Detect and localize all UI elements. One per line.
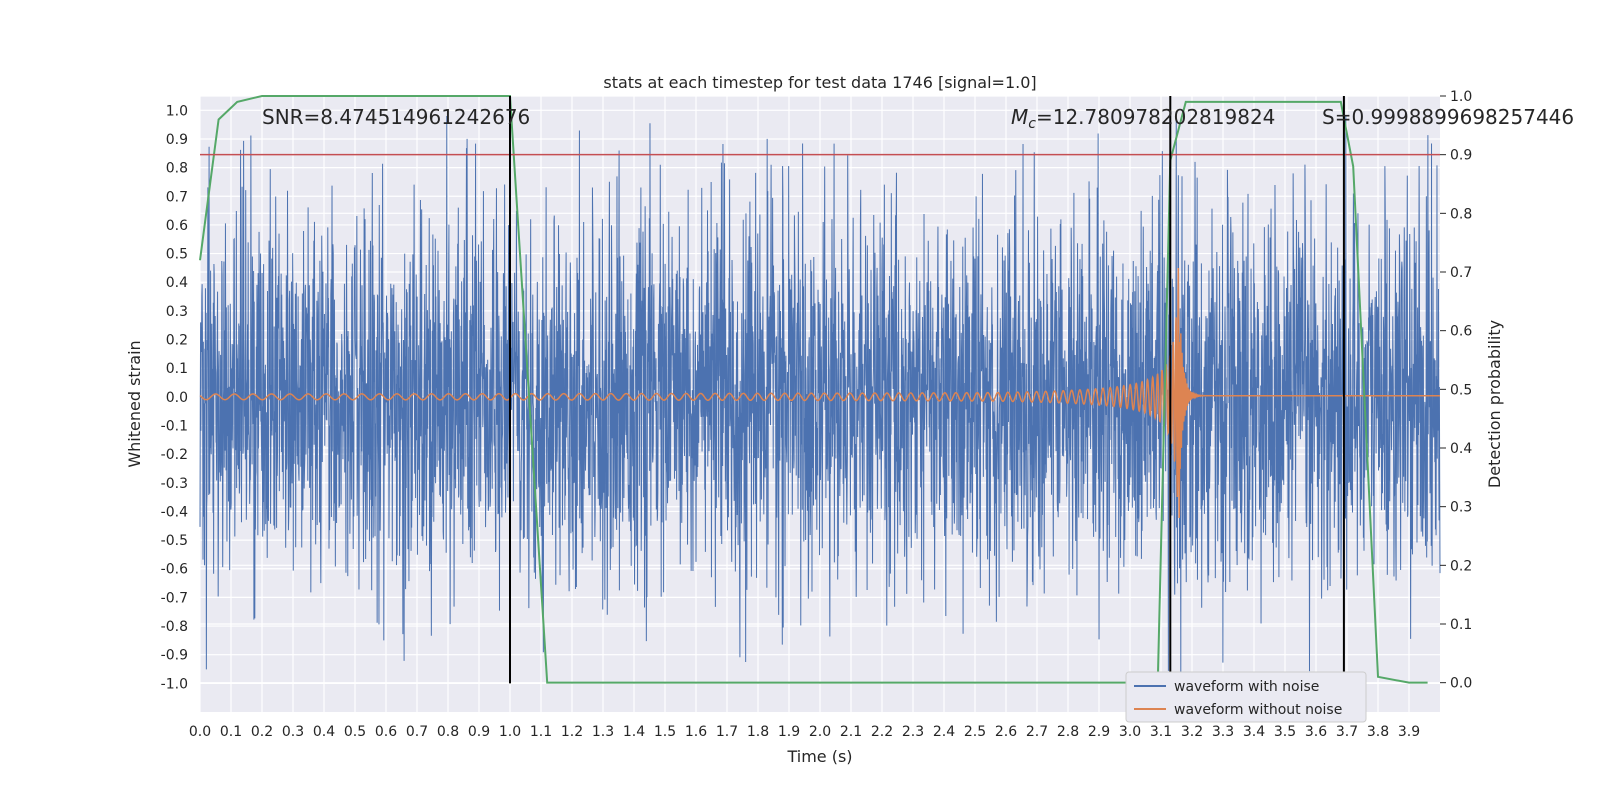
x-tick-label: 1.7 <box>716 724 738 740</box>
y-left-tick-label: 0.0 <box>166 390 188 406</box>
mc-annotation: Mc=12.780978202819824 <box>1011 105 1275 132</box>
y-left-tick-label: 1.0 <box>166 103 188 119</box>
x-tick-label: 3.9 <box>1398 724 1420 740</box>
x-tick-label: 2.4 <box>933 724 955 740</box>
y-left-tick-label: -0.7 <box>161 590 188 606</box>
y-left-tick-label: -1.0 <box>161 676 188 692</box>
x-tick-label: 1.2 <box>561 724 583 740</box>
x-tick-label: 0.3 <box>282 724 304 740</box>
x-tick-label: 2.7 <box>1026 724 1048 740</box>
x-tick-label: 0.2 <box>251 724 273 740</box>
series-waveform-with-noise <box>199 116 1441 678</box>
mc-subscript: c <box>1028 116 1036 132</box>
y-right-axis-ticks: 1.0 0.9 0.8 0.7 0.6 0.5 0.4 0.3 0.2 0.1 0.0 <box>1440 89 1472 692</box>
x-axis-ticks: 0.0 0.1 0.2 0.3 0.4 0.5 0.6 0.7 0.8 0.9 1.0 1.1 1.2 1… <box>189 724 1420 740</box>
x-tick-label: 1.6 <box>685 724 707 740</box>
x-tick-label: 0.7 <box>406 724 428 740</box>
y-left-tick-label: 0.7 <box>166 189 188 205</box>
x-tick-label: 0.6 <box>375 724 397 740</box>
y-left-tick-label: 0.5 <box>166 247 188 263</box>
x-tick-label: 2.6 <box>995 724 1017 740</box>
x-tick-label: 3.0 <box>1119 724 1141 740</box>
y-left-tick-label: -0.2 <box>161 447 188 463</box>
y-left-axis-label: Whitened strain <box>125 340 144 467</box>
x-tick-label: 1.9 <box>778 724 800 740</box>
x-tick-label: 1.1 <box>530 724 552 740</box>
series-waveform-without-noise <box>199 267 1440 518</box>
x-tick-label: 1.0 <box>499 724 521 740</box>
legend: waveform with noise waveform without noi… <box>1125 671 1367 723</box>
x-tick-label: 0.1 <box>220 724 242 740</box>
x-tick-label: 3.5 <box>1274 724 1296 740</box>
y-left-tick-label: 0.6 <box>166 218 188 234</box>
y-left-axis-ticks: 1.0 0.9 0.8 0.7 0.6 0.5 0.4 0.3 0.2 0.1 0.0 -0.1 -0.… <box>161 103 188 692</box>
x-tick-label: 3.1 <box>1150 724 1172 740</box>
x-tick-label: 2.5 <box>964 724 986 740</box>
y-left-tick-label: -0.1 <box>161 418 188 434</box>
s-annotation: S=0.9998899698257446 <box>1322 105 1574 129</box>
y-left-tick-label: -0.3 <box>161 476 188 492</box>
y-left-tick-label: 0.8 <box>166 161 188 177</box>
y-left-tick-label: -0.6 <box>161 562 188 578</box>
clean-line <box>199 267 1440 518</box>
y-left-tick-label: -0.8 <box>161 619 188 635</box>
x-tick-label: 1.8 <box>747 724 769 740</box>
noise-line <box>199 116 1441 678</box>
y-right-tick-label: 0.2 <box>1450 558 1472 574</box>
x-tick-label: 2.9 <box>1088 724 1110 740</box>
x-tick-label: 2.1 <box>840 724 862 740</box>
x-tick-label: 2.3 <box>902 724 924 740</box>
x-axis-label: Time (s) <box>786 747 852 766</box>
y-right-axis-label: Detection probability <box>1485 320 1504 488</box>
y-left-tick-label: 0.3 <box>166 304 188 320</box>
y-right-tick-label: 0.4 <box>1450 441 1472 457</box>
x-tick-label: 0.8 <box>437 724 459 740</box>
y-right-tick-label: 0.6 <box>1450 324 1472 340</box>
y-left-tick-label: -0.9 <box>161 648 188 664</box>
x-tick-label: 3.8 <box>1367 724 1389 740</box>
x-tick-label: 3.6 <box>1305 724 1327 740</box>
y-left-tick-label: 0.1 <box>166 361 188 377</box>
mc-symbol: M <box>1011 105 1028 129</box>
x-tick-label: 3.2 <box>1181 724 1203 740</box>
y-left-tick-label: 0.2 <box>166 333 188 349</box>
vertical-lines <box>509 96 1345 684</box>
y-right-tick-label: 0.5 <box>1450 382 1472 398</box>
snr-annotation: SNR=8.474514961242676 <box>262 105 530 129</box>
x-tick-label: 2.0 <box>809 724 831 740</box>
y-right-tick-label: 0.0 <box>1450 676 1472 692</box>
mc-value: =12.780978202819824 <box>1036 105 1275 129</box>
x-tick-label: 0.0 <box>189 724 211 740</box>
x-tick-label: 1.5 <box>654 724 676 740</box>
y-left-tick-label: 0.4 <box>166 275 188 291</box>
y-right-tick-label: 0.9 <box>1450 148 1472 164</box>
y-left-tick-label: -0.5 <box>161 533 188 549</box>
x-tick-label: 2.8 <box>1057 724 1079 740</box>
y-right-tick-label: 0.3 <box>1450 500 1472 516</box>
x-tick-label: 0.9 <box>468 724 490 740</box>
y-right-tick-label: 0.8 <box>1450 206 1472 222</box>
chart-title: stats at each timestep for test data 174… <box>603 73 1036 92</box>
legend-label-noise: waveform with noise <box>1174 679 1319 695</box>
x-tick-label: 0.5 <box>344 724 366 740</box>
y-left-tick-label: -0.4 <box>161 504 188 520</box>
y-right-tick-label: 0.1 <box>1450 617 1472 633</box>
y-left-tick-label: 0.9 <box>166 132 188 148</box>
legend-box <box>1125 671 1367 723</box>
x-tick-label: 3.4 <box>1243 724 1265 740</box>
legend-label-clean: waveform without noise <box>1174 702 1342 718</box>
x-tick-label: 1.3 <box>592 724 614 740</box>
x-tick-label: 3.3 <box>1212 724 1234 740</box>
x-tick-label: 2.2 <box>871 724 893 740</box>
y-right-tick-label: 0.7 <box>1450 265 1472 281</box>
x-tick-label: 1.4 <box>623 724 645 740</box>
x-tick-label: 3.7 <box>1336 724 1358 740</box>
y-right-tick-label: 1.0 <box>1450 89 1472 105</box>
x-tick-label: 0.4 <box>313 724 335 740</box>
